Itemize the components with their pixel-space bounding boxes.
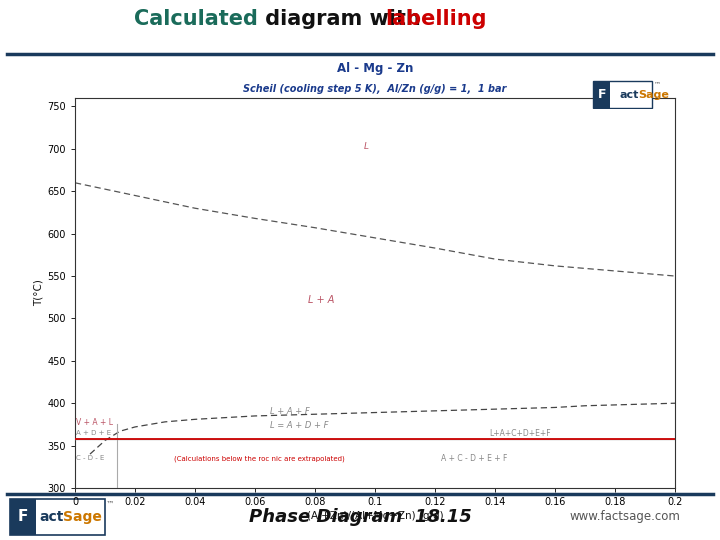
Text: A + D + E: A + D + E [76,430,112,436]
Text: L: L [364,142,369,151]
FancyBboxPatch shape [10,499,105,535]
Text: ™: ™ [106,500,114,509]
Text: Calculated: Calculated [134,9,258,29]
Text: Al - Mg - Zn: Al - Mg - Zn [337,62,413,75]
FancyBboxPatch shape [593,82,652,108]
Text: Scheil (cooling step 5 K),  Al/Zn (g/g) = 1,  1 bar: Scheil (cooling step 5 K), Al/Zn (g/g) =… [243,84,507,94]
Text: (Calculations below the roc nic are extrapolated): (Calculations below the roc nic are extr… [174,456,345,462]
Text: act: act [620,90,639,100]
Text: V + A + L: V + A + L [76,418,114,427]
FancyBboxPatch shape [593,82,611,108]
X-axis label: (Al+Zn)/(Al+Mg+Zn) (g/g): (Al+Zn)/(Al+Mg+Zn) (g/g) [307,511,444,521]
Text: L + A: L + A [308,295,334,305]
Text: Sage: Sage [638,90,669,100]
Text: labelling: labelling [385,9,487,29]
Text: F: F [18,509,28,524]
Text: act: act [39,510,63,524]
Text: L + A + F: L + A + F [270,407,310,416]
Text: F: F [598,88,606,101]
Text: A + C - D + E + F: A + C - D + E + F [441,454,508,463]
Text: L = A + D + F: L = A + D + F [270,421,328,430]
Text: ™: ™ [654,82,661,87]
FancyBboxPatch shape [10,499,36,535]
Text: www.factsage.com: www.factsage.com [569,510,680,523]
Text: C - D - E: C - D - E [76,455,105,461]
Text: diagram with: diagram with [258,9,428,29]
Text: Phase Diagram  18.15: Phase Diagram 18.15 [248,508,472,526]
Y-axis label: T(°C): T(°C) [33,280,43,306]
Text: L+A+C+D+E+F: L+A+C+D+E+F [489,429,551,438]
Text: Sage: Sage [63,510,102,524]
